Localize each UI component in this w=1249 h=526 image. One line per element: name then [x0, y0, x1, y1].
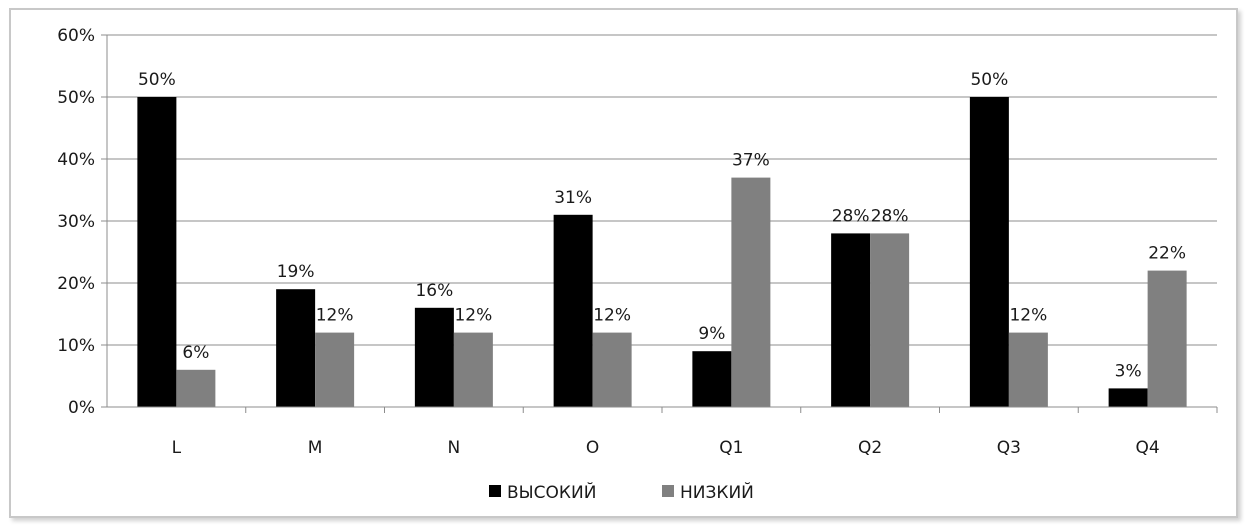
x-category-label: N [448, 438, 461, 458]
legend-label: НИЗКИЙ [680, 481, 754, 503]
legend: ВЫСОКИЙ НИЗКИЙ [489, 481, 754, 503]
bar-high [692, 351, 732, 407]
data-label: 31% [554, 188, 592, 208]
data-label: 19% [277, 262, 315, 282]
legend-swatch [662, 485, 674, 497]
bar-high [969, 97, 1009, 407]
data-label: 16% [415, 281, 453, 301]
data-label: 22% [1148, 244, 1186, 264]
gridlines [107, 34, 1217, 346]
bar-low [592, 332, 632, 407]
bar-low [1008, 332, 1048, 407]
legend-swatch [489, 485, 501, 497]
bar-chart: 0% 10% 20% 30% 40% 50% 60% L M N O Q1 Q2 Q3 Q4 50% 6% 19… [57, 26, 1218, 503]
x-category-label: M [308, 438, 323, 458]
data-label: 50% [970, 70, 1008, 90]
x-category-label: Q1 [719, 438, 743, 458]
data-label: 37% [732, 151, 770, 171]
chart-frame: 0% 10% 20% 30% 40% 50% 60% L M N O Q1 Q2 Q3 Q4 50% 6% 19… [9, 8, 1238, 518]
bar-low [870, 233, 910, 407]
y-tick-label: 10% [57, 336, 95, 356]
y-tick-label: 0% [68, 398, 95, 418]
data-label: 3% [1115, 361, 1142, 381]
bar-high [276, 289, 316, 407]
data-label: 9% [698, 324, 725, 344]
y-tick-label: 60% [57, 26, 95, 46]
x-category-label: Q2 [858, 438, 882, 458]
bar-high [414, 307, 454, 407]
bar-low [1147, 270, 1187, 407]
y-tick-label: 40% [57, 150, 95, 170]
y-tick-label: 30% [57, 212, 95, 232]
data-label: 28% [871, 206, 909, 226]
data-label: 12% [1009, 306, 1047, 326]
bar-low [453, 332, 493, 407]
y-tick-label: 50% [57, 88, 95, 108]
bar-high [1108, 388, 1148, 407]
axes: 0% 10% 20% 30% 40% 50% 60% L M N O Q1 Q2 Q3 Q4 [57, 26, 1218, 458]
data-label: 12% [593, 306, 631, 326]
x-category-label: O [586, 438, 599, 458]
x-category-label: L [172, 438, 182, 458]
data-label: 50% [138, 70, 176, 90]
bar-high [831, 233, 871, 407]
x-category-label: Q3 [997, 438, 1021, 458]
y-tick-label: 20% [57, 274, 95, 294]
bar-low [176, 369, 216, 407]
bars [137, 97, 1187, 407]
data-label: 12% [454, 306, 492, 326]
data-label: 12% [316, 306, 354, 326]
x-category-label: Q4 [1136, 438, 1160, 458]
bar-low [731, 177, 771, 407]
bar-low [315, 332, 355, 407]
bar-high [137, 97, 177, 407]
legend-label: ВЫСОКИЙ [507, 481, 596, 503]
data-label: 28% [832, 206, 870, 226]
data-label: 6% [182, 343, 209, 363]
data-labels: 50%6%19%12%16%12%31%12%9%37%28% 28%50%12%… [138, 70, 1186, 381]
bar-high [553, 214, 593, 407]
